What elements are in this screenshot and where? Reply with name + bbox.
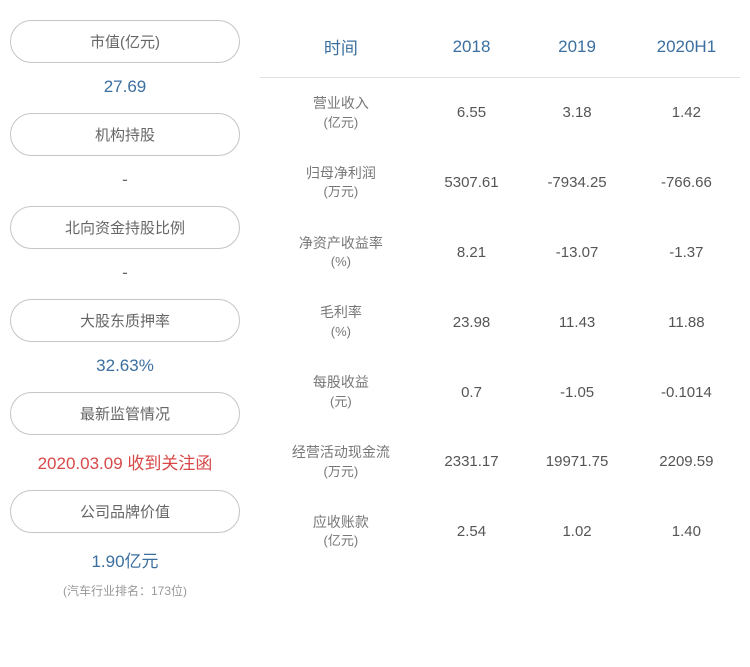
right-table-panel: 时间201820192020H1 营业收入(亿元)6.553.181.42归母净… (250, 20, 740, 647)
metric-value-cell: 3.18 (521, 78, 632, 148)
table-row: 净资产收益率(%)8.21-13.07-1.37 (260, 218, 740, 288)
metric-value-cell: -766.66 (633, 148, 740, 218)
info-pill-subtext: (汽车行业排名：173位) (10, 582, 240, 605)
metric-value-cell: 6.55 (422, 78, 522, 148)
metric-label: 净资产收益率 (268, 234, 414, 254)
metric-value-cell: 11.88 (633, 287, 740, 357)
metric-label-cell: 营业收入(亿元) (260, 78, 422, 148)
table-row: 毛利率(%)23.9811.4311.88 (260, 287, 740, 357)
metric-value-cell: 1.02 (521, 497, 632, 567)
table-row: 营业收入(亿元)6.553.181.42 (260, 78, 740, 148)
info-pill-label: 机构持股 (10, 113, 240, 156)
metric-unit: (元) (268, 393, 414, 411)
metric-value-cell: 2.54 (422, 497, 522, 567)
info-pill-value: 2020.03.09 收到关注函 (10, 441, 240, 484)
table-header-cell: 2019 (521, 20, 632, 78)
metric-label-cell: 经营活动现金流(万元) (260, 427, 422, 497)
left-info-panel: 市值(亿元) 27.69 机构持股 - 北向资金持股比例 - 大股东质押率 32.63% 最新监… (10, 20, 250, 647)
metric-value-cell: 19971.75 (521, 427, 632, 497)
metric-value-cell: 11.43 (521, 287, 632, 357)
table-row: 经营活动现金流(万元)2331.1719971.752209.59 (260, 427, 740, 497)
metric-label: 归母净利润 (268, 164, 414, 184)
info-pill-label: 公司品牌价值 (10, 490, 240, 533)
metric-value-cell: 1.42 (633, 78, 740, 148)
metric-label-cell: 应收账款(亿元) (260, 497, 422, 567)
metric-value-cell: 0.7 (422, 357, 522, 427)
info-pill-label: 大股东质押率 (10, 299, 240, 342)
metric-value-cell: 2331.17 (422, 427, 522, 497)
metric-unit: (万元) (268, 463, 414, 481)
metric-value-cell: -13.07 (521, 218, 632, 288)
info-pill-value: 27.69 (10, 69, 240, 107)
table-row: 应收账款(亿元)2.541.021.40 (260, 497, 740, 567)
table-header-cell: 时间 (260, 20, 422, 78)
info-pill-value: 1.90亿元 (10, 539, 240, 582)
table-body: 营业收入(亿元)6.553.181.42归母净利润(万元)5307.61-793… (260, 78, 740, 567)
metric-unit: (%) (268, 323, 414, 341)
metric-label-cell: 每股收益(元) (260, 357, 422, 427)
table-row: 每股收益(元)0.7-1.05-0.1014 (260, 357, 740, 427)
metric-label: 每股收益 (268, 373, 414, 393)
financial-table: 时间201820192020H1 营业收入(亿元)6.553.181.42归母净… (260, 20, 740, 566)
metric-label: 应收账款 (268, 513, 414, 533)
metric-value-cell: 1.40 (633, 497, 740, 567)
info-pill-value: 32.63% (10, 348, 240, 386)
metric-value-cell: 23.98 (422, 287, 522, 357)
info-pill-value: - (10, 162, 240, 200)
metric-unit: (亿元) (268, 532, 414, 550)
metric-label: 营业收入 (268, 94, 414, 114)
metric-unit: (%) (268, 253, 414, 271)
table-header-cell: 2018 (422, 20, 522, 78)
metric-unit: (亿元) (268, 114, 414, 132)
metric-value-cell: -7934.25 (521, 148, 632, 218)
metric-label-cell: 归母净利润(万元) (260, 148, 422, 218)
info-pill-label: 最新监管情况 (10, 392, 240, 435)
metric-value-cell: -0.1014 (633, 357, 740, 427)
info-pill-value: - (10, 255, 240, 293)
metric-value-cell: 2209.59 (633, 427, 740, 497)
metric-label-cell: 净资产收益率(%) (260, 218, 422, 288)
table-row: 归母净利润(万元)5307.61-7934.25-766.66 (260, 148, 740, 218)
table-header-cell: 2020H1 (633, 20, 740, 78)
info-pill-label: 北向资金持股比例 (10, 206, 240, 249)
info-pill-label: 市值(亿元) (10, 20, 240, 63)
metric-label-cell: 毛利率(%) (260, 287, 422, 357)
metric-value-cell: 8.21 (422, 218, 522, 288)
metric-value-cell: -1.37 (633, 218, 740, 288)
metric-value-cell: 5307.61 (422, 148, 522, 218)
table-header: 时间201820192020H1 (260, 20, 740, 78)
metric-label: 毛利率 (268, 303, 414, 323)
metric-value-cell: -1.05 (521, 357, 632, 427)
metric-label: 经营活动现金流 (268, 443, 414, 463)
metric-unit: (万元) (268, 183, 414, 201)
